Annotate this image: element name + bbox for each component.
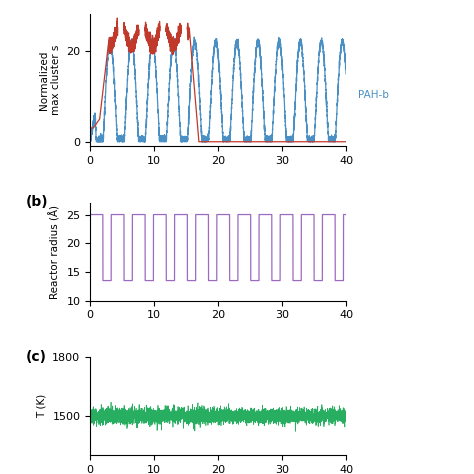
Text: (b): (b) [26,195,49,209]
Text: (c): (c) [26,350,47,364]
Y-axis label: Reactor radius (Å): Reactor radius (Å) [49,205,61,299]
Y-axis label: T (K): T (K) [36,394,46,419]
Text: PAH-b: PAH-b [358,90,389,100]
Y-axis label: Normalized
max cluster s: Normalized max cluster s [39,45,61,116]
